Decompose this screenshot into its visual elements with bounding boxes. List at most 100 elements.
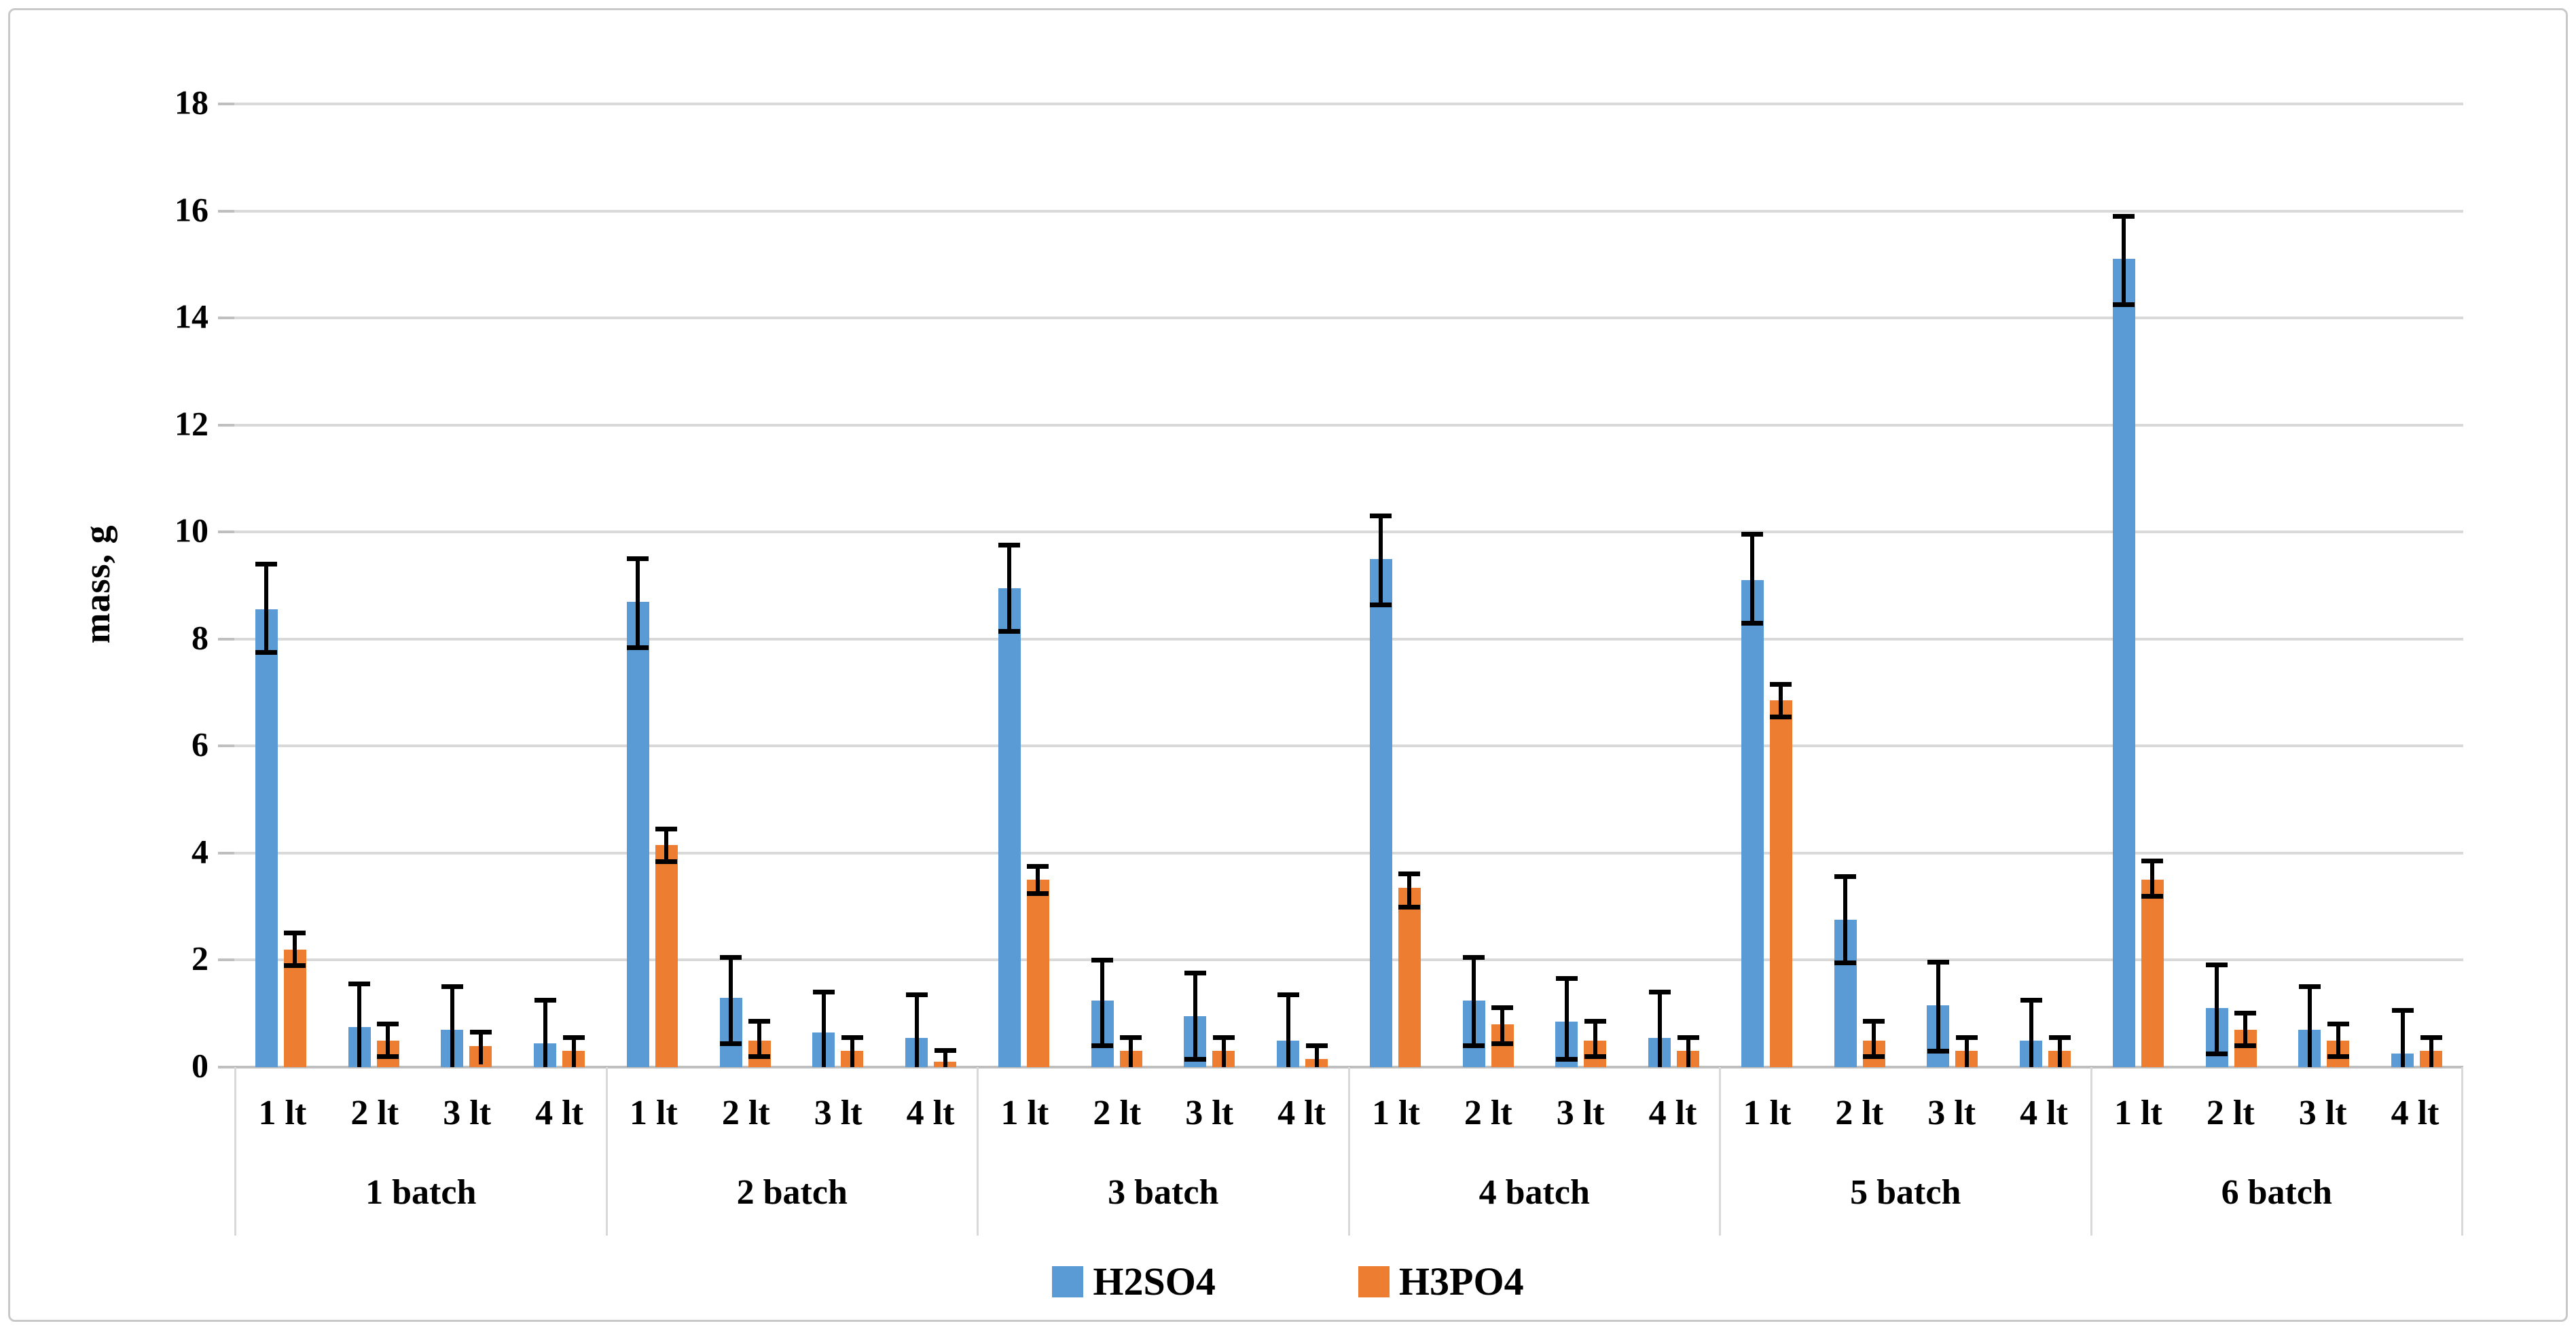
x-axis-lt-label: 4 lt [2020,1094,2068,1132]
legend-label: H3PO4 [1398,1259,1524,1304]
error-bar-cap-top [1648,989,1671,994]
bar-slot [534,104,557,1067]
error-bar-line [1100,957,1105,1049]
bar-slot [2020,104,2043,1067]
gridline [234,958,2463,962]
error-bar-cap-top [627,556,649,561]
y-tick-label: 2 [192,939,208,978]
y-tick-mark [218,958,236,962]
error-bar-cap-bottom [1834,960,1857,966]
bar-pair [348,104,399,1067]
error-bar-cap-bottom [377,1054,399,1060]
error-bar-cap-top [1584,1019,1606,1024]
plot-area [234,103,2463,1068]
gridline [234,209,2463,213]
bar-slot [1184,104,1207,1067]
y-tick-mark [218,317,236,320]
error-bar-cap-top [2234,1011,2257,1016]
x-axis-lt-label: 4 lt [535,1094,583,1132]
y-tick-label: 14 [175,297,208,336]
error-bar-line [1286,992,1290,1067]
error-bar [1834,874,1857,966]
error-bar-line [1221,1035,1226,1067]
bar-slot [655,104,678,1067]
bar-slot [1677,104,1700,1067]
error-bar-cap-bottom [1398,904,1421,910]
error-bar [1120,1035,1142,1067]
error-bar-cap-top [1770,681,1792,687]
gridline [234,531,2463,534]
bar-h2so4 [255,609,278,1067]
batch-group [1720,104,2092,1067]
category-cell [2278,104,2371,1067]
error-bar-cap-top [1398,871,1421,877]
bar-pair [1091,104,1142,1067]
bar-slot [1277,104,1300,1067]
lt-label-row: 1 lt 2 lt 3 lt 4 lt [608,1093,977,1133]
error-bar [1305,1043,1328,1067]
error-bar-cap-bottom [1555,1057,1578,1062]
x-axis-batch-cell: 1 lt 2 lt 3 lt 4 lt 4 batch [1347,1067,1720,1236]
error-bar-line [2400,1008,2405,1067]
bar-pair [534,104,585,1067]
error-bar-line [478,1029,483,1065]
gridline [234,637,2463,641]
error-bar [377,1022,399,1060]
x-axis-lt-label: 1 lt [1000,1094,1049,1132]
gridline [234,744,2463,748]
error-bar-cap-top [1491,1005,1514,1011]
bar-slot [1398,104,1421,1067]
error-bar-line [1500,1005,1505,1046]
legend: H2SO4 H3PO4 [10,1259,2566,1304]
gridline [234,423,2463,427]
error-bar-cap-top [441,984,463,989]
bar-pair [1834,104,1885,1067]
category-cell [1349,104,1442,1067]
error-bar-line [2029,997,2033,1067]
bar-slot [626,104,649,1067]
error-bar [1491,1005,1514,1046]
error-bar [1741,532,1764,626]
lt-label-row: 1 lt 2 lt 3 lt 4 lt [1350,1093,1720,1133]
x-axis-lt-label: 4 lt [906,1094,955,1132]
bar-slot [934,104,957,1067]
bar-slot [1491,104,1514,1067]
y-tick-label: 12 [175,404,208,443]
error-bar [841,1035,863,1067]
bar-pair [1462,104,1514,1067]
error-bar-cap-top [1555,976,1578,982]
error-bar-line [1936,960,1940,1054]
bar-slot [905,104,928,1067]
error-bar-line [1007,542,1012,634]
bar-h2so4 [998,588,1021,1067]
bar-slot [376,104,399,1067]
error-bar-cap-bottom [1770,714,1792,719]
bar-pair [1741,104,1792,1067]
bar-slot [283,104,306,1067]
error-bar-cap-bottom [255,650,278,655]
y-tick-label: 6 [192,725,208,764]
bar-h3po4 [2141,880,2164,1067]
batch-group [606,104,977,1067]
error-bar [441,984,463,1067]
error-bar-line [1872,1019,1876,1060]
category-cell [234,104,327,1067]
x-axis-lt-label: 4 lt [2391,1094,2439,1132]
x-axis-lt-label: 2 lt [350,1094,399,1132]
error-bar-line [571,1035,576,1067]
error-bar-cap-top [998,542,1021,547]
bar-h2so4 [1369,558,1392,1067]
category-cell [1535,104,1628,1067]
error-bar [812,989,835,1067]
error-bar-cap-top [1027,863,1049,869]
error-bar [1277,992,1299,1067]
error-bar-cap-top [377,1022,399,1027]
lt-label-row: 1 lt 2 lt 3 lt 4 lt [1721,1093,2090,1133]
bar-pair [1184,104,1235,1067]
bar-pair [626,104,678,1067]
bar-pair [998,104,1049,1067]
x-axis-lt-label: 3 lt [1556,1094,1605,1132]
legend-item-h3po4: H3PO4 [1358,1259,1524,1304]
error-bar-cap-top [2113,213,2135,219]
x-axis-lt-label: 3 lt [1185,1094,1234,1132]
